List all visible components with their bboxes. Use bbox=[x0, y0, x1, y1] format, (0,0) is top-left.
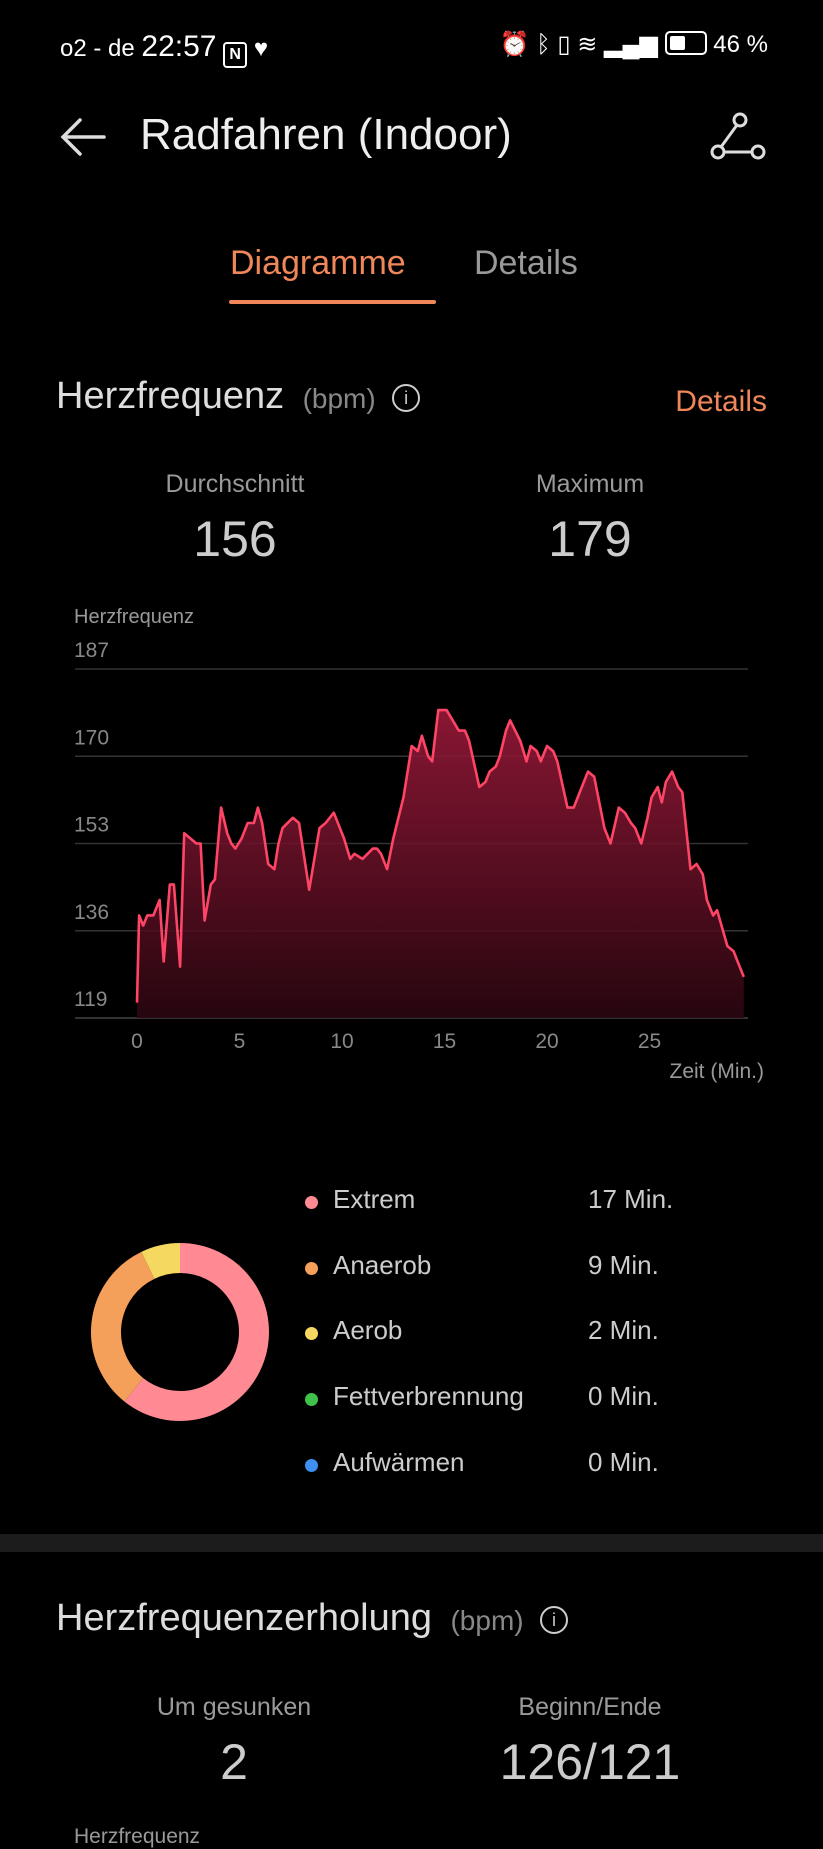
max-value: 179 bbox=[548, 511, 632, 567]
details-link[interactable]: Details bbox=[675, 385, 767, 418]
zone-segment-extrem bbox=[124, 1243, 269, 1421]
section-divider bbox=[0, 1534, 823, 1552]
heart-rate-line bbox=[135, 708, 746, 1003]
zone-name: Extrem bbox=[333, 1184, 416, 1214]
battery-icon bbox=[664, 31, 707, 55]
nfc-icon: N bbox=[223, 42, 248, 68]
recovery-chart-label: Herzfrequenz bbox=[74, 1825, 201, 1848]
status-right: ⏰ ᛒ ▯ ≋ ▂▄▆ 46 % bbox=[500, 30, 768, 59]
x-tick-label: 15 bbox=[433, 1030, 456, 1053]
x-tick-label: 25 bbox=[638, 1030, 661, 1053]
area-fill bbox=[137, 710, 744, 1018]
y-tick-label: 153 bbox=[74, 814, 109, 837]
wifi-icon: ≋ bbox=[577, 31, 598, 58]
page-title: Radfahren (Indoor) bbox=[140, 110, 512, 159]
tab-underline bbox=[229, 300, 436, 304]
zone-color-dot bbox=[305, 1327, 318, 1340]
carrier: o2 - de bbox=[60, 35, 135, 62]
y-axis-label: Herzfrequenz bbox=[74, 606, 194, 628]
zone-duration: 9 Min. bbox=[588, 1250, 659, 1280]
route-share-icon bbox=[710, 112, 766, 160]
alarm-icon: ⏰ bbox=[499, 31, 530, 58]
y-tick-label: 170 bbox=[74, 726, 109, 749]
unit: (bpm) bbox=[450, 1605, 524, 1636]
range-label: Beginn/Ende bbox=[518, 1693, 662, 1721]
zone-duration: 2 Min. bbox=[588, 1315, 659, 1345]
zone-color-dot bbox=[305, 1262, 318, 1275]
battery-percent: 46 % bbox=[713, 31, 768, 58]
info-icon[interactable]: i bbox=[540, 1606, 569, 1634]
zone-duration: 0 Min. bbox=[588, 1447, 659, 1477]
x-tick-label: 10 bbox=[330, 1030, 353, 1053]
zone-name: Anaerob bbox=[333, 1250, 432, 1280]
tab-diagramme[interactable]: Diagramme bbox=[230, 244, 406, 282]
section-title: Herzfrequenzerholung bbox=[56, 1597, 433, 1639]
zone-color-dot bbox=[305, 1459, 318, 1472]
bluetooth-icon: ᛒ bbox=[536, 31, 551, 58]
zone-donut bbox=[91, 1243, 269, 1421]
zone-duration: 17 Min. bbox=[588, 1184, 674, 1214]
y-tick-label: 187 bbox=[74, 639, 109, 662]
arrow-left-icon bbox=[60, 118, 106, 156]
heart-app-icon: ♥ bbox=[253, 35, 269, 62]
x-axis-label: Zeit (Min.) bbox=[670, 1060, 765, 1083]
avg-value: 156 bbox=[193, 511, 277, 567]
drop-value: 2 bbox=[220, 1734, 248, 1790]
zone-name: Fettverbrennung bbox=[333, 1381, 524, 1411]
y-tick-label: 136 bbox=[74, 901, 109, 924]
info-icon[interactable]: i bbox=[392, 384, 421, 412]
max-label: Maximum bbox=[535, 470, 645, 498]
clock: 22:57 bbox=[141, 30, 217, 63]
x-tick-label: 20 bbox=[535, 1030, 558, 1053]
drop-label: Um gesunken bbox=[156, 1693, 312, 1721]
zone-color-dot bbox=[305, 1393, 318, 1406]
x-tick-label: 0 bbox=[131, 1030, 143, 1053]
tab-details[interactable]: Details bbox=[474, 244, 578, 282]
heart-rate-header: Herzfrequenz (bpm) i bbox=[56, 375, 421, 418]
y-tick-label: 119 bbox=[74, 988, 107, 1011]
range-value: 126/121 bbox=[499, 1734, 681, 1790]
zone-duration: 0 Min. bbox=[588, 1381, 659, 1411]
zone-name: Aerob bbox=[333, 1315, 403, 1345]
unit: (bpm) bbox=[302, 383, 376, 414]
signal-icon: ▂▄▆ bbox=[604, 31, 658, 58]
zone-segment-anaerob bbox=[91, 1251, 155, 1402]
zone-name: Aufwärmen bbox=[333, 1447, 465, 1477]
zone-color-dot bbox=[305, 1196, 318, 1209]
back-button[interactable] bbox=[58, 112, 108, 162]
route-share-button[interactable] bbox=[710, 112, 766, 162]
vibrate-icon: ▯ bbox=[557, 31, 571, 58]
zone-segment-aerob bbox=[141, 1243, 181, 1280]
status-left: o2 - de 22:57 N ♥ bbox=[60, 30, 268, 68]
recovery-header: Herzfrequenzerholung (bpm) i bbox=[56, 1597, 569, 1640]
avg-label: Durchschnitt bbox=[165, 470, 305, 498]
section-title: Herzfrequenz bbox=[56, 375, 285, 417]
x-tick-label: 5 bbox=[234, 1030, 246, 1053]
